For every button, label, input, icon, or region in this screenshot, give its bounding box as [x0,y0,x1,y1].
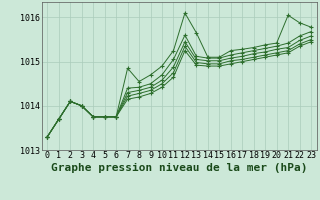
X-axis label: Graphe pression niveau de la mer (hPa): Graphe pression niveau de la mer (hPa) [51,163,308,173]
